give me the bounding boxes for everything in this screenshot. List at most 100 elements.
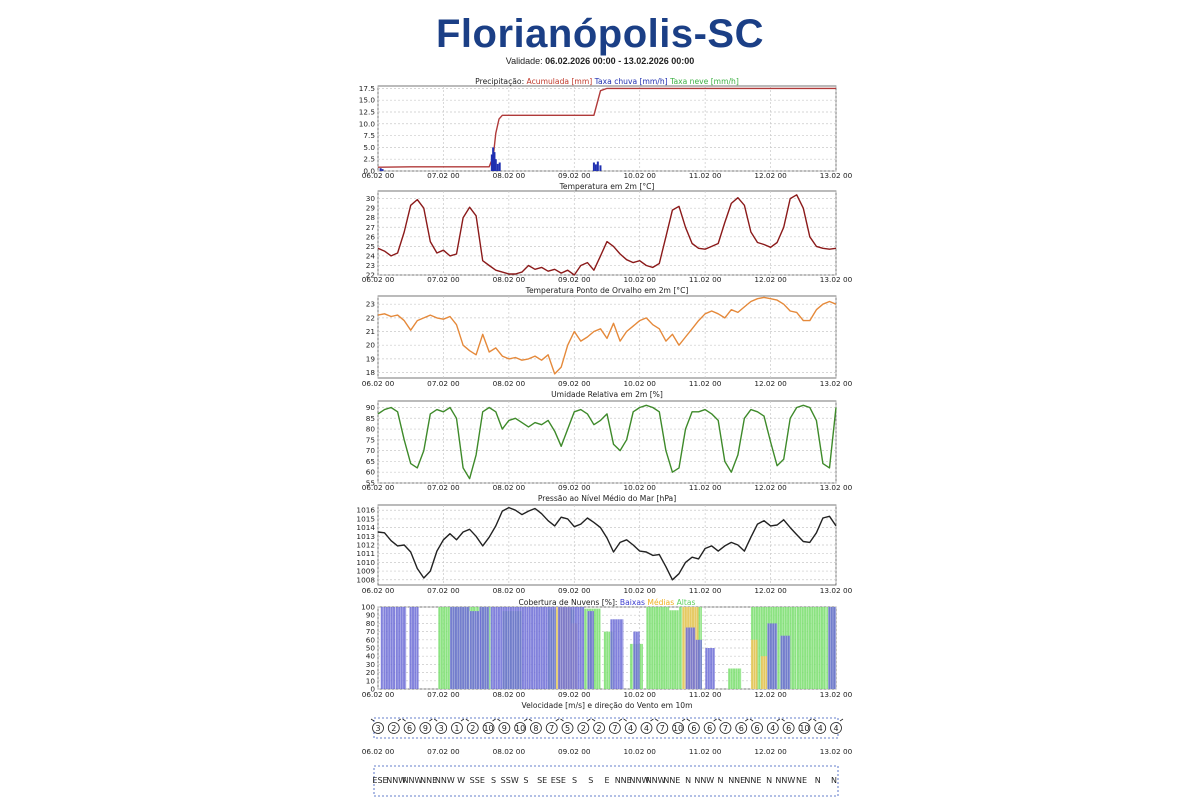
wind-speed-circle [687,722,700,734]
wind-speed-circle [372,722,384,734]
clouds-title-part-0: Cobertura de Nuvens [%]: [519,598,620,607]
wind-speed-circle [387,722,400,734]
x-tick-label: 07.02 00 [427,379,460,388]
clouds-title-part-3: Altas [677,598,696,607]
x-tick-label: 12.02 00 [754,586,787,595]
press-y-tick-label: 1016 [356,506,375,515]
x-tick-label: 08.02 00 [493,379,526,388]
wind-speed-circle [814,722,827,734]
wind-speed-value: 4 [833,724,838,733]
x-tick-label: 07.02 00 [427,690,460,699]
temp-title-part-0: Temperatura em 2m [°C] [559,182,655,191]
precip-title-part-1: Acumulada [mm] [527,77,595,86]
wind-direction-arrow [370,718,375,722]
cloud-bar-baixas [610,619,624,689]
wind-x-tick-label: 07.02 00 [427,747,460,756]
press-y-tick-label: 1008 [356,575,375,584]
x-tick-label: 09.02 00 [558,690,591,699]
x-tick-label: 10.02 00 [623,379,656,388]
page-title: Florianópolis-SC [436,12,764,56]
temp-y-tick-label: 27 [366,223,376,232]
wind-speed-value: 2 [391,724,396,733]
x-tick-label: 11.02 00 [689,586,722,595]
wind-speed-circle [751,722,763,734]
x-tick-label: 07.02 00 [427,171,460,180]
wind-direction-label: S [491,776,496,785]
wind-direction-label: S [572,776,577,785]
wind-direction-arrow [587,718,591,722]
wind-direction-label: NNE [615,776,632,785]
x-tick-label: 10.02 00 [623,171,656,180]
clouds-y-tick-label: 10 [366,676,376,685]
x-tick-label: 13.02 00 [820,379,853,388]
wind-direction-box [373,765,839,797]
wind-direction-arrow [781,718,785,722]
x-tick-label: 11.02 00 [689,379,722,388]
x-tick-label: 11.02 00 [689,690,722,699]
cloud-bar-baixas [395,607,407,689]
x-tick-label: 09.02 00 [558,171,591,180]
cloud-bar-médias [750,639,758,689]
wind-direction-label: SSW [501,776,519,785]
wind-direction-arrow [623,718,627,722]
wind-direction-arrow [429,718,433,722]
temp-y-tick-label: 24 [366,251,376,260]
dew-title-part-0: Temperatura Ponto de Orvalho em 2m [°C] [525,286,689,295]
press-y-tick-label: 1009 [356,567,375,576]
press-y-tick-label: 1014 [356,523,375,532]
x-tick-label: 13.02 00 [820,690,853,699]
x-tick-label: 08.02 00 [493,171,526,180]
precip-y-tick-label: 12.5 [359,107,375,116]
x-tick-label: 10.02 00 [623,586,656,595]
wind-direction-label: S [588,776,593,785]
wind-direction-arrow [776,718,781,722]
wind-x-tick-label: 12.02 00 [754,747,787,756]
wind-direction-label: NNE [663,776,680,785]
cloud-bar-altas [796,607,827,689]
wind-speed-value: 6 [691,724,696,733]
precip-y-tick-label: 5.0 [363,143,375,152]
wind-speed-circle [703,722,716,734]
cloud-bar-baixas [828,607,836,689]
temp-y-tick-label: 23 [366,261,376,270]
precip-y-tick-label: 17.5 [359,84,375,93]
wind-speed-value: 6 [754,724,759,733]
wind-speed-circle [719,722,732,734]
wind-speed-circle [608,722,621,734]
rain-rate-bar [492,147,495,171]
cloud-bar-baixas [383,607,396,689]
wind-direction-label: ESE [372,776,387,785]
dew-series-line [377,296,837,375]
rain-rate-bar [494,159,497,171]
rh-y-tick-label: 90 [366,403,376,412]
wind-speed-value: 10 [799,724,809,733]
x-tick-label: 10.02 00 [623,483,656,492]
rain-rate-bar [490,154,493,171]
press-y-tick-label: 1011 [356,549,375,558]
rh-title: Umidade Relativa em 2m [%] [551,390,663,399]
wind-direction-arrow [528,718,533,722]
wind-speed-value: 7 [723,724,728,733]
wind-speed-value: 10 [515,724,525,733]
rain-rate-bar [493,152,496,171]
x-tick-label: 07.02 00 [427,586,460,595]
wind-direction-label: NNE [744,776,761,785]
rh-y-tick-label: 80 [366,425,376,434]
x-tick-label: 10.02 00 [623,690,656,699]
wind-direction-label: SE [537,776,547,785]
wind-speed-circle [514,722,527,734]
rain-rate-bar [599,165,602,171]
precip-y-tick-label: 7.5 [363,131,375,140]
dew-y-tick-label: 23 [366,300,376,309]
wind-direction-label: NNE [728,776,745,785]
precip-title: Precipitação: Acumulada [mm] Taxa chuva … [475,77,739,86]
x-tick-label: 10.02 00 [623,275,656,284]
wind-direction-arrow [749,718,754,722]
wind-speed-circle [782,722,795,734]
press-y-tick-label: 1013 [356,532,375,541]
wind-direction-label: N [766,776,772,785]
cloud-bar-baixas [380,607,384,689]
cloud-bar-baixas [469,611,481,689]
wind-direction-arrow [808,718,812,722]
